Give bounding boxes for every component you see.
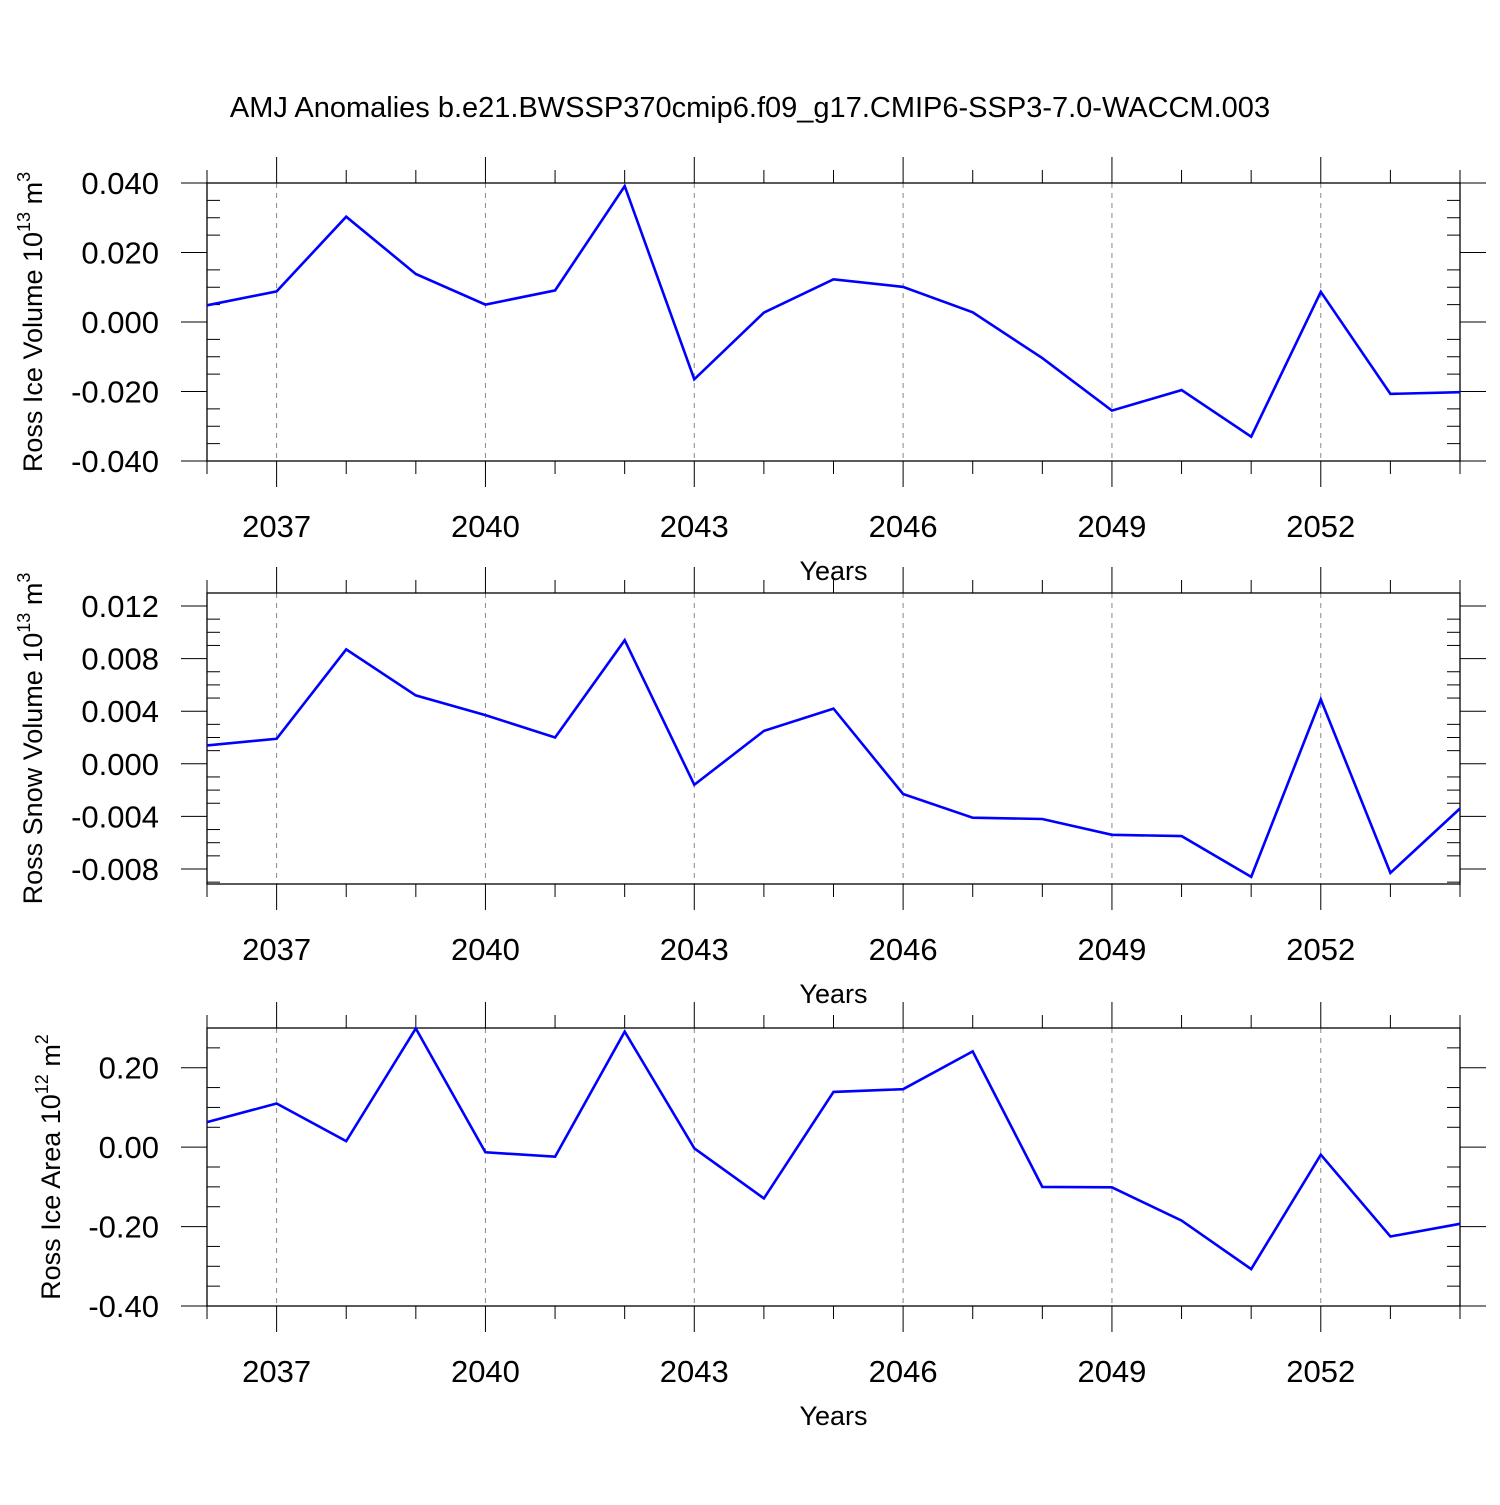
y-tick-label: 0.000 (81, 747, 159, 782)
x-tick-label: 2052 (1286, 1354, 1355, 1389)
y-axis-label-unit-exponent: 3 (14, 573, 34, 583)
y-axis-label: Ross Ice Volume 1013 m3 (14, 172, 48, 472)
y-axis-label-exponent: 12 (32, 1074, 52, 1094)
x-tick-label: 2049 (1077, 1354, 1146, 1389)
chart-panel-2: -0.008 -0.004 0.000 0.004 0.008 0.012 2037 2040… (14, 567, 1486, 1009)
y-tick-label: 0.040 (81, 166, 159, 201)
y-axis-label-unit-exponent: 2 (32, 1034, 52, 1044)
y-axis-label: Ross Ice Area 1012 m2 (32, 1034, 66, 1300)
chart-panel-3: -0.40 -0.20 0.00 0.20 2037 2040 2043 2046 2049 20… (32, 1002, 1486, 1431)
y-tick-label: -0.040 (71, 444, 159, 479)
plot-frame (207, 183, 1460, 461)
y-tick-label: -0.004 (71, 799, 159, 834)
y-tick-label: -0.40 (88, 1289, 159, 1324)
x-axis-label: Years (799, 979, 867, 1009)
y-tick-label: 0.008 (81, 642, 159, 677)
x-tick-label: 2046 (869, 509, 938, 544)
x-tick-label: 2040 (451, 1354, 520, 1389)
y-tick-label: 0.00 (99, 1130, 159, 1165)
x-tick-label: 2043 (660, 1354, 729, 1389)
x-tick-label: 2049 (1077, 932, 1146, 967)
plot-frame (207, 593, 1460, 884)
x-tick-label: 2046 (869, 1354, 938, 1389)
figure-title: AMJ Anomalies b.e21.BWSSP370cmip6.f09_g1… (0, 92, 1500, 125)
x-tick-label: 2043 (660, 932, 729, 967)
y-tick-label: 0.20 (99, 1051, 159, 1086)
y-axis-label-main: Ross Ice Area 10 (36, 1094, 66, 1300)
y-tick-label: -0.008 (71, 852, 159, 887)
y-tick-label: 0.000 (81, 305, 159, 340)
plot-frame (207, 1028, 1460, 1306)
y-axis-label: Ross Snow Volume 1013 m3 (14, 573, 48, 905)
y-tick-label: 0.020 (81, 236, 159, 271)
x-tick-label: 2037 (242, 509, 311, 544)
y-axis-label-unit: m (36, 1044, 66, 1074)
y-tick-label: 0.004 (81, 694, 159, 729)
y-tick-label: -0.20 (88, 1210, 159, 1245)
series-line (207, 186, 1460, 437)
x-tick-label: 2046 (869, 932, 938, 967)
x-tick-label: 2040 (451, 509, 520, 544)
y-axis-label-unit: m (18, 182, 48, 212)
x-tick-label: 2037 (242, 932, 311, 967)
x-tick-label: 2052 (1286, 509, 1355, 544)
x-tick-label: 2052 (1286, 932, 1355, 967)
y-axis-label-unit: m (18, 583, 48, 613)
y-tick-label: -0.020 (71, 375, 159, 410)
y-axis-label-main: Ross Snow Volume 10 (18, 633, 48, 905)
y-axis-label-unit-exponent: 3 (14, 172, 34, 182)
series-line (207, 640, 1460, 877)
y-axis-label-main: Ross Ice Volume 10 (18, 232, 48, 472)
x-tick-label: 2049 (1077, 509, 1146, 544)
x-tick-label: 2043 (660, 509, 729, 544)
x-tick-label: 2037 (242, 1354, 311, 1389)
y-tick-label: 0.012 (81, 589, 159, 624)
y-axis-label-exponent: 13 (14, 613, 34, 633)
y-axis-label-exponent: 13 (14, 212, 34, 232)
chart-panel-1: -0.040 -0.020 0.000 0.020 0.040 2037 2040 2043 2… (14, 157, 1486, 586)
series-line (207, 1028, 1460, 1269)
x-tick-label: 2040 (451, 932, 520, 967)
x-axis-label: Years (799, 1401, 867, 1431)
